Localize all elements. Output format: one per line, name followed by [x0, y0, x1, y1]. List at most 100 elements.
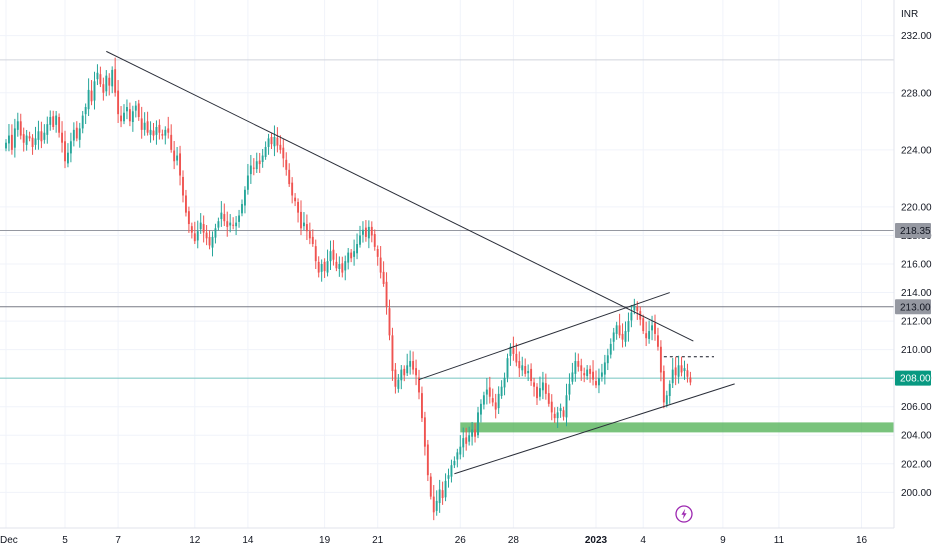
candle-body — [123, 112, 125, 122]
candle-body — [137, 103, 140, 118]
candle-body — [193, 233, 196, 242]
trend-line — [106, 50, 694, 342]
candle-body — [636, 306, 639, 312]
candle-body — [562, 410, 565, 417]
candle-body — [665, 395, 668, 405]
candle-body — [577, 361, 580, 367]
candle-body — [409, 361, 412, 367]
horizontal-levels — [0, 59, 894, 379]
y-tick-label: 214.00 — [901, 288, 932, 299]
candle-body — [16, 121, 19, 130]
candle-body — [58, 117, 61, 133]
candle-body — [99, 74, 102, 85]
candle-body — [379, 257, 382, 273]
candle-body — [305, 224, 308, 232]
candle-body — [146, 121, 149, 133]
candle-body — [615, 325, 618, 334]
x-tick-label: 9 — [720, 535, 726, 546]
candle-body — [264, 146, 267, 157]
candle-body — [677, 365, 680, 377]
candle-body — [438, 489, 441, 504]
candle-body — [341, 263, 344, 273]
candle-body — [654, 323, 656, 334]
candle-body — [533, 382, 535, 387]
candle-body — [680, 365, 683, 373]
candle-body — [559, 408, 562, 411]
lightning-icon[interactable] — [675, 505, 693, 523]
y-tick-label: 212.00 — [901, 317, 932, 328]
candle-body — [429, 476, 432, 497]
candle-body — [108, 77, 111, 86]
candle-body — [400, 369, 403, 381]
candle-body — [34, 138, 37, 145]
candle-body — [220, 212, 223, 220]
candle-body — [69, 141, 72, 154]
candle-body — [238, 215, 240, 222]
candle-body — [364, 227, 367, 237]
candle-body — [456, 452, 459, 460]
candle-body — [362, 229, 364, 235]
x-tick-label: 14 — [242, 535, 254, 546]
y-tick-label: 232.00 — [901, 31, 932, 42]
trend-line — [454, 383, 735, 475]
candle-body — [111, 69, 114, 87]
y-tick-label: 200.00 — [901, 488, 932, 499]
time-axis[interactable]: Dec 5 7 12 14 19 21 26 28 2023 4 9 11 16 — [0, 527, 894, 546]
x-tick-label: 2023 — [585, 535, 608, 546]
candle-body — [468, 435, 471, 442]
candle-body — [241, 204, 243, 214]
candle-body — [385, 281, 388, 307]
candle-body — [143, 122, 146, 130]
candle-body — [43, 132, 46, 140]
candle-body — [235, 222, 238, 227]
candle-body — [25, 135, 28, 145]
y-tick-label: 210.00 — [901, 345, 932, 356]
candle-body — [574, 361, 577, 374]
candle-body — [627, 321, 630, 332]
candle-body — [185, 195, 187, 213]
price-badge-label: 208.00 — [900, 374, 931, 385]
candle-body — [382, 271, 385, 284]
candle-body — [674, 367, 677, 376]
candle-body — [450, 465, 453, 477]
candle-body — [571, 372, 574, 382]
candle-body — [335, 261, 338, 269]
candle-body — [294, 197, 297, 202]
candle-body — [512, 348, 515, 354]
candle-body — [300, 211, 302, 229]
candle-body — [356, 244, 358, 254]
candle-body — [370, 226, 373, 236]
candle-body — [391, 335, 394, 372]
candle-body — [102, 84, 105, 93]
candle-body — [527, 371, 530, 374]
candle-body — [217, 221, 220, 228]
candle-body — [317, 261, 320, 273]
candle-body — [462, 438, 465, 448]
support-zone-rect — [460, 422, 894, 433]
candle-body — [536, 386, 538, 399]
candle-body — [120, 115, 122, 122]
candle-body — [303, 222, 305, 227]
candle-body — [686, 370, 689, 377]
candle-body — [541, 382, 544, 391]
candle-body — [297, 201, 299, 213]
candle-body — [126, 107, 128, 112]
candle-body — [134, 105, 137, 111]
candle-body — [598, 378, 600, 386]
x-tick-label: 12 — [189, 535, 201, 546]
x-tick-label: 19 — [319, 535, 331, 546]
candle-body — [586, 369, 589, 377]
trend-lines[interactable] — [106, 50, 735, 475]
candle-body — [659, 346, 662, 373]
candle-body — [182, 176, 184, 196]
candle-body — [550, 401, 553, 413]
candle-body — [657, 335, 659, 347]
candle-body — [273, 136, 276, 147]
candle-body — [359, 235, 361, 245]
currency-label: INR — [901, 9, 918, 20]
x-tick-label: Dec — [0, 535, 18, 546]
candle-body — [642, 318, 645, 332]
x-tick-label: 5 — [62, 535, 68, 546]
price-axis[interactable]: INR 200.00 202.00 204.00 206.00 208.00 210.00… — [893, 0, 932, 528]
